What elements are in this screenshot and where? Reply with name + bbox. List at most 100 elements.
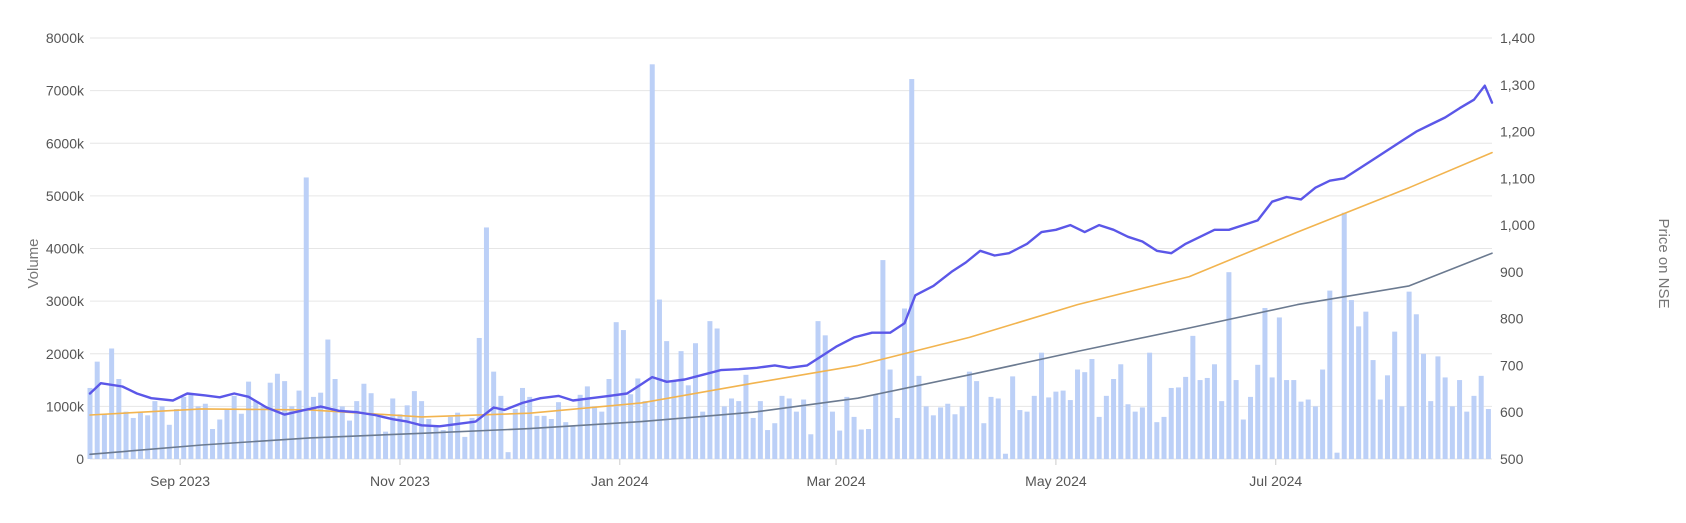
volume-bar [282,381,288,459]
volume-bar [1139,407,1145,459]
volume-bar [801,399,807,459]
volume-bar [94,361,100,459]
volume-bar [404,405,410,459]
volume-bar [1327,290,1333,459]
volume-bar [1392,331,1398,459]
volume-bar [303,177,309,460]
x-tick-label: Jul 2024 [1249,473,1302,489]
volume-bar [318,392,324,459]
volume-bar [1190,335,1196,459]
volume-bar [966,371,972,459]
volume-bar [310,396,316,459]
volume-bar [455,412,461,459]
volume-bar [793,411,799,459]
volume-bar [772,423,778,459]
volume-bar [440,430,446,459]
volume-bar [1255,364,1261,459]
volume-bar [1002,453,1008,459]
volume-bar [808,434,814,459]
volume-bar [1226,272,1232,459]
volume-bar [930,415,936,459]
volume-bar [1031,395,1037,459]
volume-bar [779,395,785,459]
volume-bar [469,417,475,459]
right-tick-label: 1,000 [1500,217,1535,233]
volume-bar [577,394,583,459]
volume-bar [563,422,569,459]
volume-bar [1485,409,1491,459]
volume-bar [613,322,619,459]
volume-bar [123,411,129,459]
volume-bar [87,387,93,459]
left-tick-label: 7000k [46,83,85,99]
right-tick-label: 500 [1500,451,1524,467]
volume-bar [130,417,136,459]
volume-bar [757,401,763,459]
volume-bar [902,308,908,459]
volume-bar [1399,406,1405,459]
volume-bar [858,429,864,459]
ma-long-line-group [89,252,1493,456]
volume-bar [383,431,389,459]
volume-bar [1038,352,1044,459]
volume-bar [260,406,266,459]
volume-bar [159,406,165,459]
volume-bar [1276,317,1282,459]
volume-bar [959,406,965,459]
volume-bar [584,386,590,459]
volume-bar [1211,364,1217,459]
volume-bar [109,348,115,459]
volume-bar [1053,391,1059,459]
volume-bar [952,414,958,459]
volume-bar [274,373,280,459]
volume-bar [1168,387,1174,459]
volume-bar [548,419,554,459]
volume-bar [1320,369,1326,459]
left-tick-label: 1000k [46,398,85,414]
x-tick-label: Nov 2023 [370,473,430,489]
volume-bar [152,401,158,459]
volume-bar [491,371,497,459]
volume-bar [743,374,749,459]
x-tick-label: May 2024 [1025,473,1087,489]
volume-bar [1248,396,1254,459]
volume-bar [1046,397,1052,459]
volume-bar [714,328,720,459]
volume-bar [1428,401,1434,459]
volume-bars [87,64,1491,460]
left-tick-label: 6000k [46,135,85,151]
volume-bar [721,406,727,459]
volume-bar [1067,400,1073,459]
volume-bar [339,406,345,459]
left-tick-label: 8000k [46,30,85,46]
volume-bar [361,383,367,459]
volume-bar [1089,359,1095,459]
volume-bar [1240,419,1246,459]
volume-bar [786,398,792,459]
volume-bar [101,414,107,459]
volume-bar [829,411,835,459]
ma-short-line-group [89,151,1493,418]
volume-bar [1010,376,1016,459]
left-tick-label: 5000k [46,188,85,204]
volume-bar [253,401,259,459]
volume-bar [519,387,525,459]
volume-bar [346,420,352,459]
volume-bar [1219,401,1225,459]
right-axis-ticks: 500 600 700 800 900 1,000 1,100 1,200 1,300 1,400 [1500,30,1535,467]
volume-bar [1356,326,1362,459]
volume-bar [217,419,223,459]
volume-bar [1305,399,1311,459]
x-tick-label: Mar 2024 [806,473,865,489]
volume-bar [1183,376,1189,459]
volume-bar [923,406,929,459]
left-tick-label: 4000k [46,241,85,257]
volume-bar [945,403,951,459]
right-axis-title: Price on NSE [1655,218,1672,308]
x-axis-ticks: Sep 2023 Nov 2023 Jan 2024 Mar 2024 May 2024… [150,459,1302,489]
volume-bar [1284,380,1290,459]
volume-bar [246,381,252,459]
volume-bar [1118,364,1124,459]
price-line-group [88,84,1494,428]
volume-bar [844,396,850,459]
